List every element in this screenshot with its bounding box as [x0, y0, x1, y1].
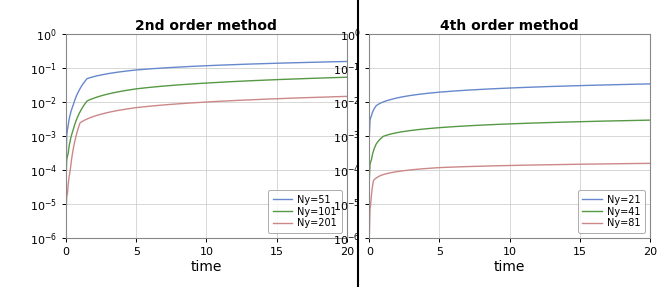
Ny=51 — [239, 63, 247, 66]
Ny=81 — [570, 163, 578, 166]
Ny=21 — [542, 85, 550, 88]
Ny=21 — [570, 84, 578, 88]
Ny=21 — [457, 89, 465, 92]
Ny=201 — [154, 104, 162, 107]
Ny=41 — [542, 121, 550, 124]
Ny=21 — [366, 135, 374, 138]
Ny=51 — [154, 67, 162, 70]
Ny=51 — [265, 62, 273, 65]
Ny=51 — [266, 62, 274, 65]
Legend: Ny=21, Ny=41, Ny=81: Ny=21, Ny=41, Ny=81 — [578, 190, 645, 233]
Ny=21 — [646, 82, 654, 86]
X-axis label: time: time — [191, 260, 222, 274]
Ny=101 — [343, 75, 350, 79]
Ny=201 — [266, 97, 274, 101]
Line: Ny=41: Ny=41 — [370, 120, 650, 181]
Ny=21 — [568, 84, 576, 88]
Ny=201 — [173, 102, 181, 106]
Title: 4th order method: 4th order method — [440, 19, 579, 33]
Ny=41 — [568, 120, 576, 124]
Ny=201 — [239, 98, 247, 102]
Ny=101 — [173, 83, 181, 87]
Ny=41 — [366, 179, 374, 182]
Ny=21 — [399, 95, 407, 98]
Ny=51 — [343, 60, 350, 63]
Ny=101 — [239, 79, 247, 83]
Ny=101 — [62, 179, 70, 182]
Ny=81 — [646, 162, 654, 165]
Line: Ny=81: Ny=81 — [370, 163, 650, 238]
Ny=81 — [568, 163, 576, 166]
Ny=201 — [265, 97, 273, 101]
Ny=201 — [343, 95, 350, 98]
Ny=101 — [266, 78, 274, 82]
Ny=21 — [477, 88, 484, 91]
Ny=101 — [265, 78, 273, 82]
Ny=41 — [646, 119, 654, 122]
Ny=81 — [457, 165, 465, 168]
Title: 2nd order method: 2nd order method — [135, 19, 277, 33]
Ny=81 — [542, 163, 550, 166]
Ny=81 — [366, 236, 374, 240]
Ny=201 — [62, 213, 70, 216]
Ny=101 — [154, 85, 162, 88]
Line: Ny=51: Ny=51 — [66, 61, 347, 170]
Ny=51 — [173, 65, 181, 69]
Legend: Ny=51, Ny=101, Ny=201: Ny=51, Ny=101, Ny=201 — [268, 190, 342, 233]
Ny=41 — [457, 125, 465, 128]
Ny=51 — [96, 73, 104, 77]
Ny=41 — [477, 123, 484, 127]
X-axis label: time: time — [494, 260, 525, 274]
Ny=51 — [62, 168, 70, 172]
Ny=81 — [477, 164, 484, 168]
Line: Ny=21: Ny=21 — [370, 84, 650, 136]
Ny=101 — [96, 94, 104, 98]
Ny=81 — [399, 169, 407, 172]
Ny=201 — [96, 113, 104, 116]
Line: Ny=201: Ny=201 — [66, 96, 347, 214]
Ny=41 — [399, 130, 407, 133]
Line: Ny=101: Ny=101 — [66, 77, 347, 181]
Ny=41 — [570, 120, 578, 124]
